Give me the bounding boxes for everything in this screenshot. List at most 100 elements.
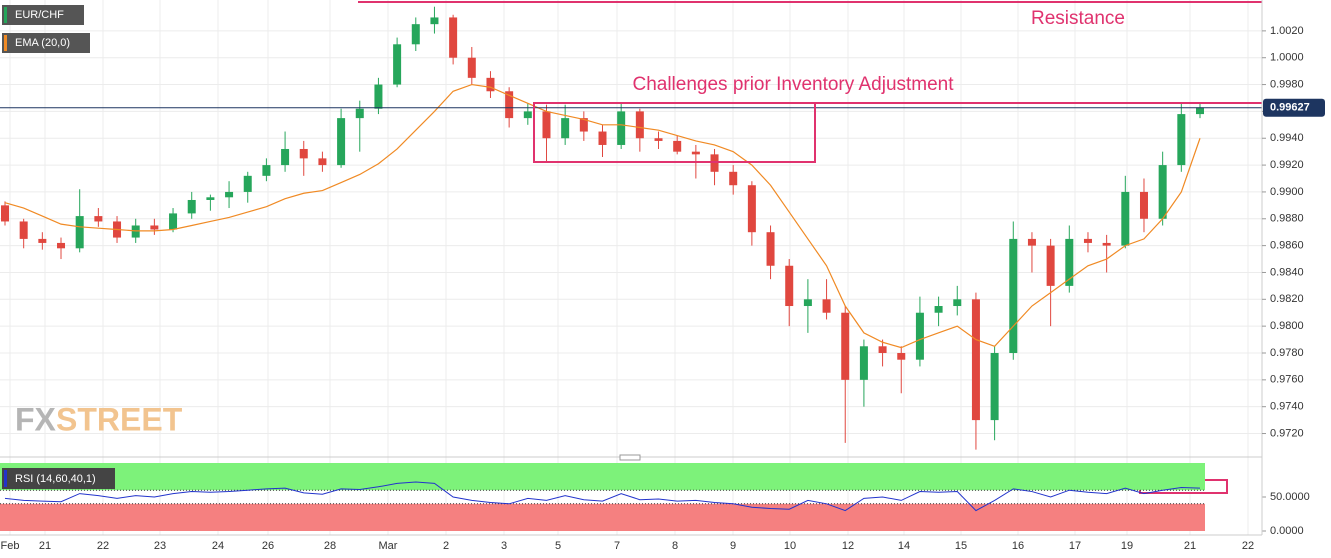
y-tick-label: 0.9940: [1270, 132, 1304, 144]
candle-body: [1196, 107, 1204, 115]
x-tick-label: 16: [1012, 540, 1024, 552]
legend-indicator: EMA (20,0): [15, 37, 70, 49]
candle-body: [243, 175, 252, 192]
consolidation-box: [533, 102, 816, 163]
candle-body: [1083, 238, 1092, 243]
candle-body: [57, 242, 66, 249]
y-tick-label: 50.0000: [1270, 491, 1310, 503]
candle-body: [1027, 238, 1036, 246]
y-tick-label: 0.0000: [1270, 525, 1304, 537]
annotation: Challenges prior Inventory Adjustment: [632, 74, 954, 95]
logo: FX: [15, 401, 57, 437]
candle-body: [75, 216, 84, 249]
legend-box: [2, 468, 115, 489]
legend-swatch: [4, 35, 7, 51]
x-tick-label: 26: [262, 540, 274, 552]
legend-symbol: EUR/CHF: [15, 9, 64, 21]
x-tick-label: 2: [443, 540, 449, 552]
x-tick-label: 8: [672, 540, 678, 552]
candle-body: [822, 299, 831, 313]
candle-body: [803, 299, 812, 307]
candle-body: [635, 111, 644, 139]
candle-body: [990, 352, 999, 421]
candle-body: [1177, 114, 1186, 166]
x-tick-label: 19: [1121, 540, 1133, 552]
x-tick-label: 3: [501, 540, 507, 552]
candle-body: [859, 346, 868, 380]
candle-body: [1009, 238, 1018, 353]
candle-body: [617, 111, 626, 145]
x-tick-label: 10: [784, 540, 796, 552]
y-tick-label: 0.9780: [1270, 347, 1304, 359]
y-tick-label: 1.0000: [1270, 52, 1304, 64]
candle-body: [225, 191, 234, 198]
x-tick-label: 12: [842, 540, 854, 552]
resize-grip[interactable]: [619, 454, 641, 461]
x-tick-label: Feb: [1, 540, 20, 552]
candle-body: [1139, 191, 1148, 219]
x-tick-label: 24: [212, 540, 224, 552]
last-price-label: 0.99627: [1270, 102, 1310, 114]
x-tick-label: 21: [1184, 540, 1196, 552]
x-tick-label: 15: [955, 540, 967, 552]
candle-body: [579, 118, 588, 132]
y-tick-label: 0.9820: [1270, 293, 1304, 305]
y-tick-label: 0.9900: [1270, 186, 1304, 198]
candle-body: [897, 352, 906, 360]
candle-body: [971, 299, 980, 421]
legend-swatch: [4, 7, 7, 23]
annotation: Resistance: [1031, 8, 1125, 29]
candle-body: [187, 199, 196, 214]
candle-body: [486, 77, 495, 92]
ema-line: [4, 83, 1201, 349]
candle-body: [934, 306, 943, 313]
x-tick-label: 21: [39, 540, 51, 552]
candle-body: [598, 131, 607, 145]
grid: [0, 0, 1262, 535]
x-tick-label: 22: [1242, 540, 1254, 552]
x-tick-label: 14: [898, 540, 910, 552]
y-tick-label: 0.9880: [1270, 213, 1304, 225]
candle-body: [561, 118, 570, 139]
candle-body: [467, 57, 476, 78]
candle-body: [281, 148, 290, 166]
legend-box: [2, 5, 84, 25]
candle-body: [766, 232, 775, 266]
y-tick-label: 0.9760: [1270, 374, 1304, 386]
candle-body: [878, 346, 887, 353]
candle-body: [673, 140, 682, 152]
candle-body: [654, 138, 663, 141]
candle-body: [169, 213, 178, 230]
y-tick-label: 0.9860: [1270, 240, 1304, 252]
candle-body: [1, 205, 9, 222]
x-tick-label: 5: [555, 540, 561, 552]
candle-body: [523, 111, 532, 119]
candle-body: [206, 197, 215, 200]
x-tick-label: 17: [1069, 540, 1081, 552]
x-tick-label: 28: [324, 540, 336, 552]
x-tick-label: 9: [730, 540, 736, 552]
candle-body: [785, 265, 794, 307]
candle-body: [449, 17, 458, 58]
candle-body: [430, 17, 439, 25]
y-tick-label: 1.0020: [1270, 25, 1304, 37]
candle-body: [1121, 191, 1130, 246]
candle-body: [542, 111, 551, 139]
candle-body: [953, 299, 962, 307]
candle-body: [262, 165, 271, 176]
legend-swatch: [4, 470, 7, 487]
candle-body: [1158, 165, 1167, 219]
candle-body: [1065, 238, 1074, 286]
x-tick-label: 22: [97, 540, 109, 552]
legend-box: [2, 33, 90, 53]
candle-body: [411, 24, 420, 45]
legend-rsi: RSI (14,60,40,1): [15, 473, 96, 485]
logo: STREET: [56, 401, 183, 437]
candle-body: [337, 118, 346, 166]
rsi-line: [4, 481, 1201, 512]
x-tick-label: 23: [154, 540, 166, 552]
candle-body: [915, 312, 924, 360]
y-tick-label: 0.9920: [1270, 159, 1304, 171]
candle-body: [131, 225, 140, 238]
